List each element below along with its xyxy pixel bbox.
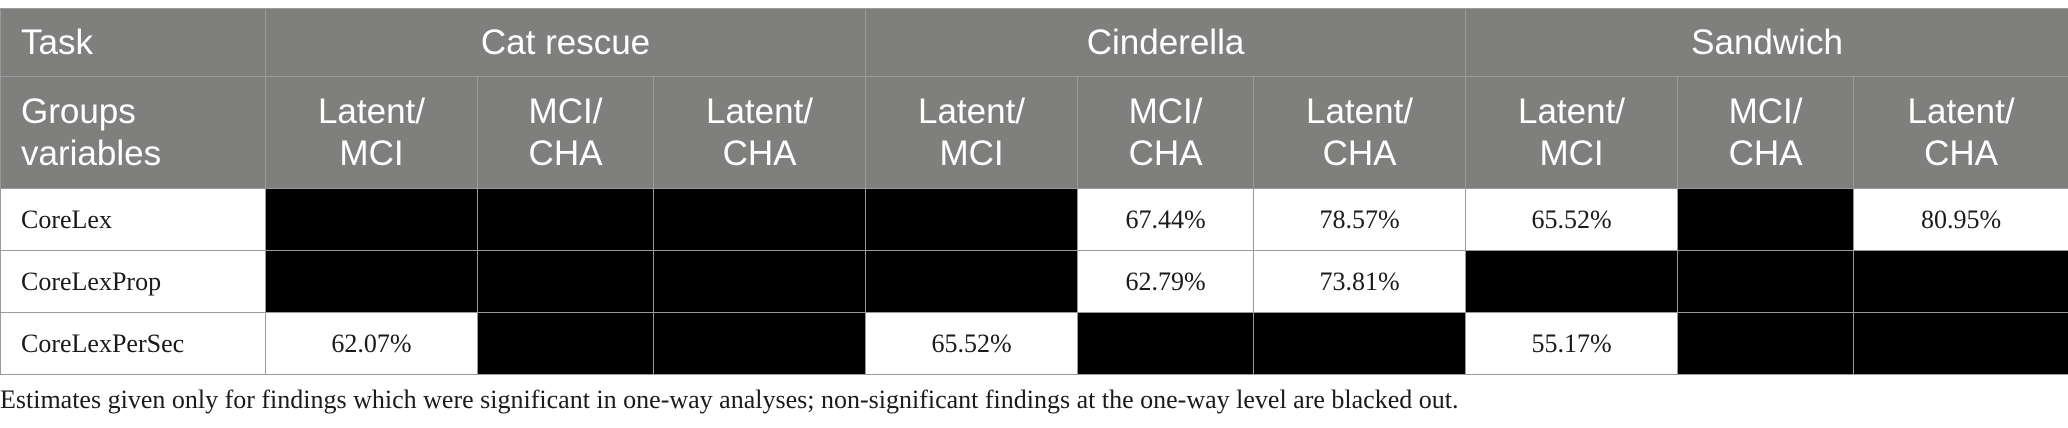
task-header-label: Task	[0, 8, 266, 77]
row-label: CoreLexProp	[0, 250, 266, 313]
comparison-header: MCI/CHA	[1077, 76, 1255, 189]
blacked-out-cell	[1677, 188, 1855, 251]
estimate-cell: 65.52%	[865, 312, 1079, 375]
task-header-cat-rescue: Cat rescue	[264, 8, 867, 77]
blacked-out-cell	[1077, 312, 1255, 375]
table-row: CoreLex 67.44% 78.57% 65.52% 80.95%	[0, 188, 2068, 251]
table-row: CoreLexPerSec 62.07% 65.52% 55.17%	[0, 312, 2068, 375]
table-row: CoreLexProp 62.79% 73.81%	[0, 250, 2068, 313]
blacked-out-cell	[1677, 250, 1855, 313]
comparison-line2: MCI	[1539, 133, 1604, 173]
comparison-line2: CHA	[528, 133, 603, 173]
groups-variables-header: Groups variables	[0, 76, 266, 189]
blacked-out-cell	[1677, 312, 1855, 375]
task-header-sandwich: Sandwich	[1465, 8, 2068, 77]
task-header-cinderella: Cinderella	[865, 8, 1467, 77]
estimate-cell: 80.95%	[1853, 188, 2068, 251]
comparison-header: Latent/CHA	[652, 76, 867, 189]
blacked-out-cell	[865, 188, 1079, 251]
blacked-out-cell	[265, 188, 478, 251]
comparison-line2: CHA	[1924, 133, 1998, 173]
comparison-line2: CHA	[1128, 133, 1203, 173]
row-label: CoreLex	[0, 188, 266, 251]
row-label: CoreLexPerSec	[0, 312, 266, 375]
comparison-header: Latent/CHA	[1853, 76, 2068, 189]
blacked-out-cell	[865, 250, 1079, 313]
comparison-header: Latent/CHA	[1253, 76, 1467, 189]
groups-header-row: Groups variables Latent/MCI MCI/CHA Laten…	[0, 76, 2068, 189]
comparison-line1: Latent/	[1907, 91, 2015, 131]
comparison-line1: Latent/	[1518, 91, 1626, 131]
blacked-out-cell	[1853, 250, 2068, 313]
blacked-out-cell	[652, 250, 867, 313]
groups-label-line1: Groups	[21, 91, 136, 131]
estimate-cell: 73.81%	[1253, 250, 1467, 313]
blacked-out-cell	[652, 188, 867, 251]
comparison-line2: MCI	[939, 133, 1004, 173]
comparison-line1: MCI/	[528, 91, 603, 131]
comparison-line2: CHA	[1728, 133, 1803, 173]
comparison-line2: CHA	[1322, 133, 1397, 173]
estimate-cell: 67.44%	[1077, 188, 1255, 251]
estimate-cell: 78.57%	[1253, 188, 1467, 251]
blacked-out-cell	[265, 250, 478, 313]
comparison-header: Latent/MCI	[265, 76, 478, 189]
comparison-line1: Latent/	[1306, 91, 1414, 131]
comparison-header: Latent/MCI	[865, 76, 1079, 189]
comparison-line1: Latent/	[317, 91, 426, 131]
comparison-line2: CHA	[722, 133, 797, 173]
task-header-row: Task Cat rescue Cinderella Sandwich	[0, 8, 2068, 77]
comparison-line1: Latent/	[705, 91, 814, 131]
blacked-out-cell	[477, 312, 654, 375]
blacked-out-cell	[477, 250, 654, 313]
results-table: Task Cat rescue Cinderella Sandwich Grou…	[0, 8, 2068, 375]
blacked-out-cell	[652, 312, 867, 375]
comparison-line2: MCI	[339, 133, 404, 173]
groups-label-line2: variables	[21, 133, 162, 173]
comparison-line1: MCI/	[1728, 91, 1803, 131]
estimate-cell: 65.52%	[1465, 188, 1679, 251]
estimate-cell: 62.07%	[265, 312, 478, 375]
blacked-out-cell	[1853, 312, 2068, 375]
comparison-line1: MCI/	[1128, 91, 1203, 131]
comparison-line1: Latent/	[918, 91, 1026, 131]
blacked-out-cell	[1253, 312, 1467, 375]
estimate-cell: 55.17%	[1465, 312, 1679, 375]
estimate-cell: 62.79%	[1077, 250, 1255, 313]
table-body: CoreLex 67.44% 78.57% 65.52% 80.95% CoreLexPr…	[0, 188, 2068, 375]
comparison-header: Latent/MCI	[1465, 76, 1679, 189]
blacked-out-cell	[477, 188, 654, 251]
table-footnote: Estimates given only for findings which …	[0, 385, 1459, 414]
comparison-header: MCI/CHA	[477, 76, 654, 189]
comparison-header: MCI/CHA	[1677, 76, 1855, 189]
blacked-out-cell	[1465, 250, 1679, 313]
